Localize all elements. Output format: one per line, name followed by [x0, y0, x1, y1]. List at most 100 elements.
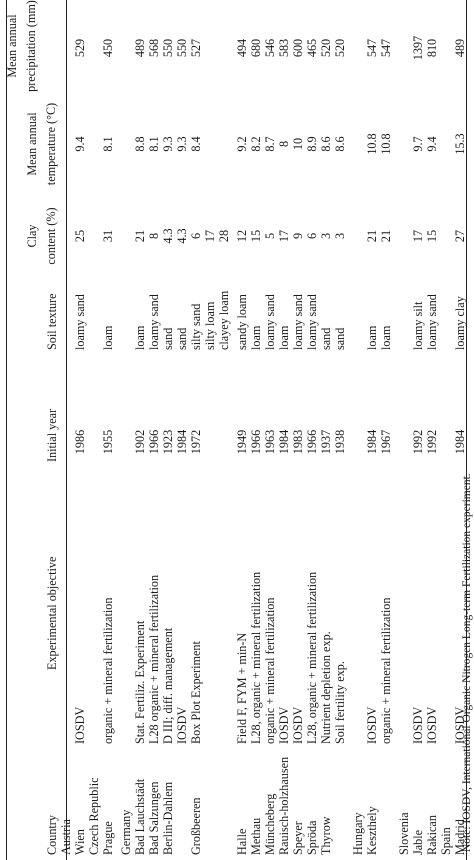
cell-precip: 568 [147, 38, 161, 58]
cell-clay: 31 [101, 229, 115, 243]
cell-year: 1938 [333, 429, 347, 455]
cell-country: Thyrow [319, 816, 333, 855]
header-objective: Experimental objective [45, 556, 59, 670]
cell-country: Jable [411, 829, 425, 855]
cell-objective: IOSDV [277, 706, 291, 744]
cell-country: Methau [249, 817, 263, 855]
cell-temp: 8 [277, 140, 291, 148]
cell-year: 1937 [319, 429, 333, 455]
cell-year: 1923 [161, 429, 175, 455]
cell-precip: 547 [379, 38, 393, 58]
cell-precip: 465 [305, 38, 319, 58]
cell-texture: loamy sand [147, 294, 161, 350]
cell-texture: loamy sand [305, 294, 319, 350]
cell-country: Austria [59, 819, 73, 855]
cell-country: Slovenia [397, 812, 411, 855]
cell-year: 1966 [147, 429, 161, 455]
cell-texture: loam [277, 325, 291, 350]
cell-temp: 9.4 [425, 136, 439, 152]
header-clay-line2: content (%) [44, 207, 58, 265]
cell-country: Speyer [291, 821, 305, 855]
cell-clay: 15 [249, 229, 263, 243]
cell-country: Bad Salzungen [147, 781, 161, 855]
cell-texture: silty sand [189, 303, 203, 350]
header-soil-texture: Soil texture [45, 293, 59, 350]
cell-clay: 21 [133, 229, 147, 243]
cell-country: Keszthely [365, 806, 379, 855]
cell-precip: 494 [235, 38, 249, 58]
header-initial-year: Initial year [45, 408, 59, 462]
cell-texture: sand [161, 327, 175, 350]
cell-objective: Soil fertility exp. [333, 661, 347, 744]
table-note: Note: IOSDV, International Organic Nitro… [461, 473, 473, 852]
cell-texture: sandy loam [235, 294, 249, 350]
cell-clay: 21 [379, 229, 393, 243]
cell-country: Berlin-Dahlem [161, 781, 175, 855]
cell-country: Wien [73, 829, 87, 855]
cell-objective: L28 organic + mineral fertilization [147, 574, 161, 744]
cell-year: 1992 [425, 429, 439, 455]
cell-objective: D III; diff. management [161, 627, 175, 744]
cell-precip: 520 [319, 38, 333, 58]
cell-country: Czech Republic [87, 777, 101, 856]
cell-precip: 527 [189, 38, 203, 58]
cell-objective: IOSDV [411, 706, 425, 744]
cell-objective: IOSDV [425, 706, 439, 744]
cell-country: Bad Lauchstädt [133, 778, 147, 855]
cell-precip: 547 [365, 38, 379, 58]
cell-clay: 28 [217, 229, 231, 243]
header-clay-line1: Clay [25, 224, 39, 248]
cell-objective: IOSDV [365, 706, 379, 744]
cell-clay: 17 [411, 229, 425, 243]
cell-texture: sand [333, 327, 347, 350]
cell-temp: 8.6 [319, 136, 333, 152]
cell-clay: 4.3 [175, 228, 189, 244]
cell-temp: 8.2 [249, 136, 263, 152]
cell-year: 1972 [189, 429, 203, 455]
cell-country: Hungary [351, 812, 365, 855]
cell-texture: loamy sand [263, 294, 277, 350]
header-precip-line2: precipitation (mm) [24, 0, 38, 92]
cell-clay: 8 [147, 232, 161, 240]
cell-clay: 3 [319, 232, 333, 240]
cell-temp: 10.8 [379, 133, 393, 155]
top-rule [6, 0, 7, 860]
cell-clay: 6 [189, 232, 203, 240]
header-country: Country [45, 815, 59, 855]
cell-objective: organic + mineral fertilization [379, 597, 393, 744]
cell-country: Großbeeren [189, 797, 203, 855]
cell-objective: Field F, FYM + min-N [235, 632, 249, 744]
cell-objective: Stat. Fertiliz. Experiment [133, 620, 147, 744]
cell-clay: 27 [453, 229, 467, 243]
cell-country: Rakican [425, 815, 439, 855]
cell-temp: 15.3 [453, 133, 467, 155]
header-temp-line1: Mean annual [25, 112, 39, 176]
header-precip-line1: Mean annual [5, 14, 19, 78]
cell-clay: 17 [277, 229, 291, 243]
cell-texture: loam [249, 325, 263, 350]
cell-clay: 5 [263, 232, 277, 240]
cell-temp: 8.7 [263, 136, 277, 152]
cell-temp: 9.2 [235, 136, 249, 152]
cell-year: 1955 [101, 429, 115, 455]
cell-year: 1967 [379, 429, 393, 455]
cell-texture: loamy sand [425, 294, 439, 350]
cell-objective: organic + mineral fertilization [263, 597, 277, 744]
cell-texture: sand [319, 327, 333, 350]
cell-temp: 9.7 [411, 136, 425, 152]
cell-temp: 10 [291, 137, 305, 151]
cell-objective: IOSDV [291, 706, 305, 744]
cell-country: Spain [439, 827, 453, 855]
cell-year: 1984 [277, 429, 291, 455]
cell-texture: loam [133, 325, 147, 350]
cell-precip: 550 [161, 38, 175, 58]
cell-clay: 25 [73, 229, 87, 243]
cell-country: Rauisch-holzhausen [277, 756, 291, 855]
cell-clay: 15 [425, 229, 439, 243]
cell-country: Müncheberg [263, 793, 277, 855]
cell-year: 1966 [305, 429, 319, 455]
cell-objective: organic + mineral fertilization [101, 597, 115, 744]
cell-temp: 9.3 [175, 136, 189, 152]
cell-temp: 8.1 [101, 136, 115, 152]
